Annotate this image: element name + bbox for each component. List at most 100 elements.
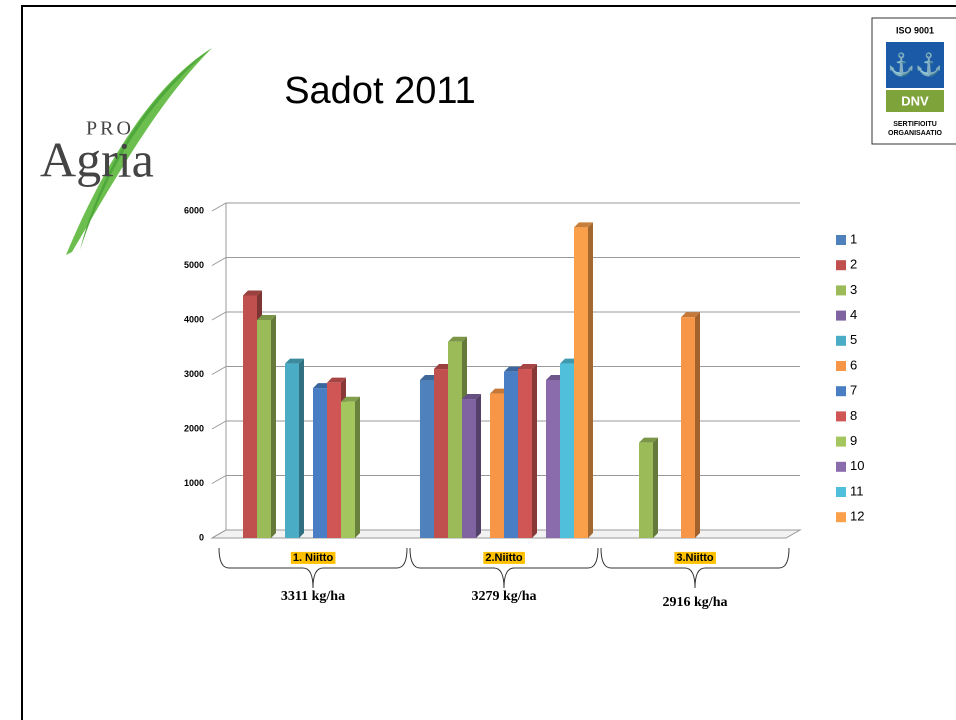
legend-swatch bbox=[836, 461, 846, 472]
legend-label: 12 bbox=[850, 509, 864, 524]
legend-label: 4 bbox=[850, 307, 857, 322]
bar-top bbox=[681, 312, 700, 318]
legend-swatch bbox=[836, 512, 846, 523]
legend-label: 2 bbox=[850, 257, 857, 272]
logo-small: PRO bbox=[86, 118, 134, 140]
bar bbox=[574, 227, 588, 538]
bar-top bbox=[257, 315, 276, 320]
bar bbox=[434, 369, 448, 538]
y-tick-label: 6000 bbox=[184, 205, 204, 215]
x-tick-label: 3.Niitto bbox=[676, 552, 714, 564]
legend-swatch bbox=[836, 436, 846, 447]
y-tick-label: 2000 bbox=[184, 423, 204, 433]
bar bbox=[327, 382, 341, 538]
label-highlight bbox=[290, 551, 336, 564]
bar-top bbox=[462, 394, 481, 400]
bar bbox=[504, 371, 518, 538]
badge-blue bbox=[886, 42, 944, 88]
label-highlight bbox=[483, 551, 525, 564]
brace bbox=[600, 547, 790, 589]
brace bbox=[218, 547, 408, 589]
logo-leaf bbox=[66, 48, 212, 255]
y-tick-label: 1000 bbox=[184, 478, 204, 488]
badge-mark: DNV bbox=[901, 93, 929, 108]
legend-swatch bbox=[836, 335, 846, 346]
legend-swatch bbox=[836, 487, 846, 497]
bar-side bbox=[588, 222, 593, 538]
legend-swatch bbox=[836, 411, 846, 422]
grid-line bbox=[211, 311, 800, 321]
legend-label: 3 bbox=[850, 282, 857, 297]
bar-side bbox=[271, 315, 276, 538]
bar bbox=[313, 388, 327, 538]
bar-side bbox=[476, 394, 481, 538]
grid-line bbox=[211, 366, 800, 375]
grid-line bbox=[211, 420, 800, 430]
legend-swatch bbox=[836, 235, 846, 245]
badge-line1: SERTIFIOITU bbox=[893, 121, 937, 128]
bar-top bbox=[341, 396, 360, 402]
bar bbox=[681, 317, 695, 538]
bar bbox=[285, 363, 299, 538]
grid-line bbox=[211, 257, 800, 266]
bar bbox=[257, 320, 271, 538]
badge-icon: ⚓⚓ bbox=[888, 52, 943, 77]
annotation: 2916 kg/ha bbox=[663, 595, 728, 610]
bar-top bbox=[243, 290, 262, 296]
legend-swatch bbox=[836, 260, 846, 271]
y-tick-label: 3000 bbox=[184, 369, 204, 379]
badge-line2: ORGANISAATIO bbox=[888, 130, 942, 137]
bar-side bbox=[695, 312, 700, 538]
bar bbox=[518, 369, 532, 538]
grid-line bbox=[211, 475, 800, 484]
legend-label: 6 bbox=[850, 357, 857, 372]
chart-title: Sadot 2011 bbox=[284, 70, 476, 112]
bar-top bbox=[285, 358, 304, 364]
bar-top bbox=[448, 336, 467, 342]
bar-top bbox=[639, 437, 658, 443]
bar-side bbox=[355, 396, 360, 538]
legend-swatch bbox=[836, 285, 846, 296]
bar bbox=[420, 379, 434, 538]
y-tick-label: 5000 bbox=[184, 260, 204, 270]
legend-label: 8 bbox=[850, 408, 857, 423]
bar bbox=[341, 401, 355, 538]
legend-label: 11 bbox=[850, 483, 864, 498]
grid-line bbox=[211, 202, 800, 212]
legend-swatch bbox=[836, 310, 846, 321]
bar bbox=[462, 399, 476, 538]
label-highlight bbox=[674, 551, 716, 564]
bar-side bbox=[532, 364, 537, 538]
bar bbox=[639, 442, 653, 538]
legend-label: 1 bbox=[850, 231, 857, 246]
bar bbox=[448, 341, 462, 538]
bar-side bbox=[653, 437, 658, 538]
x-tick-label: 1. Niitto bbox=[293, 552, 334, 564]
legend-label: 5 bbox=[850, 332, 857, 347]
y-tick-label: 0 bbox=[199, 532, 204, 542]
annotation: 3311 kg/ha bbox=[281, 589, 345, 604]
bar bbox=[546, 379, 560, 538]
y-tick-label: 4000 bbox=[184, 314, 204, 324]
bar bbox=[243, 295, 257, 538]
bar-top bbox=[518, 364, 537, 370]
bar bbox=[490, 393, 504, 538]
bar-top bbox=[327, 377, 346, 383]
legend-label: 10 bbox=[850, 458, 864, 473]
bar-top bbox=[574, 222, 593, 228]
legend-label: 9 bbox=[850, 433, 857, 448]
x-tick-label: 2.Niitto bbox=[485, 552, 523, 564]
bar-side bbox=[299, 358, 304, 538]
bar bbox=[560, 363, 574, 538]
brace bbox=[409, 547, 599, 589]
legend-swatch bbox=[836, 361, 846, 371]
badge-top: ISO 9001 bbox=[896, 25, 934, 35]
annotation: 3279 kg/ha bbox=[472, 589, 537, 604]
legend-label: 7 bbox=[850, 383, 857, 398]
legend-swatch bbox=[836, 386, 846, 397]
logo-large: Agria bbox=[40, 131, 154, 187]
grid-line bbox=[211, 529, 800, 539]
badge-green bbox=[886, 90, 944, 112]
slide-border bbox=[21, 5, 956, 720]
